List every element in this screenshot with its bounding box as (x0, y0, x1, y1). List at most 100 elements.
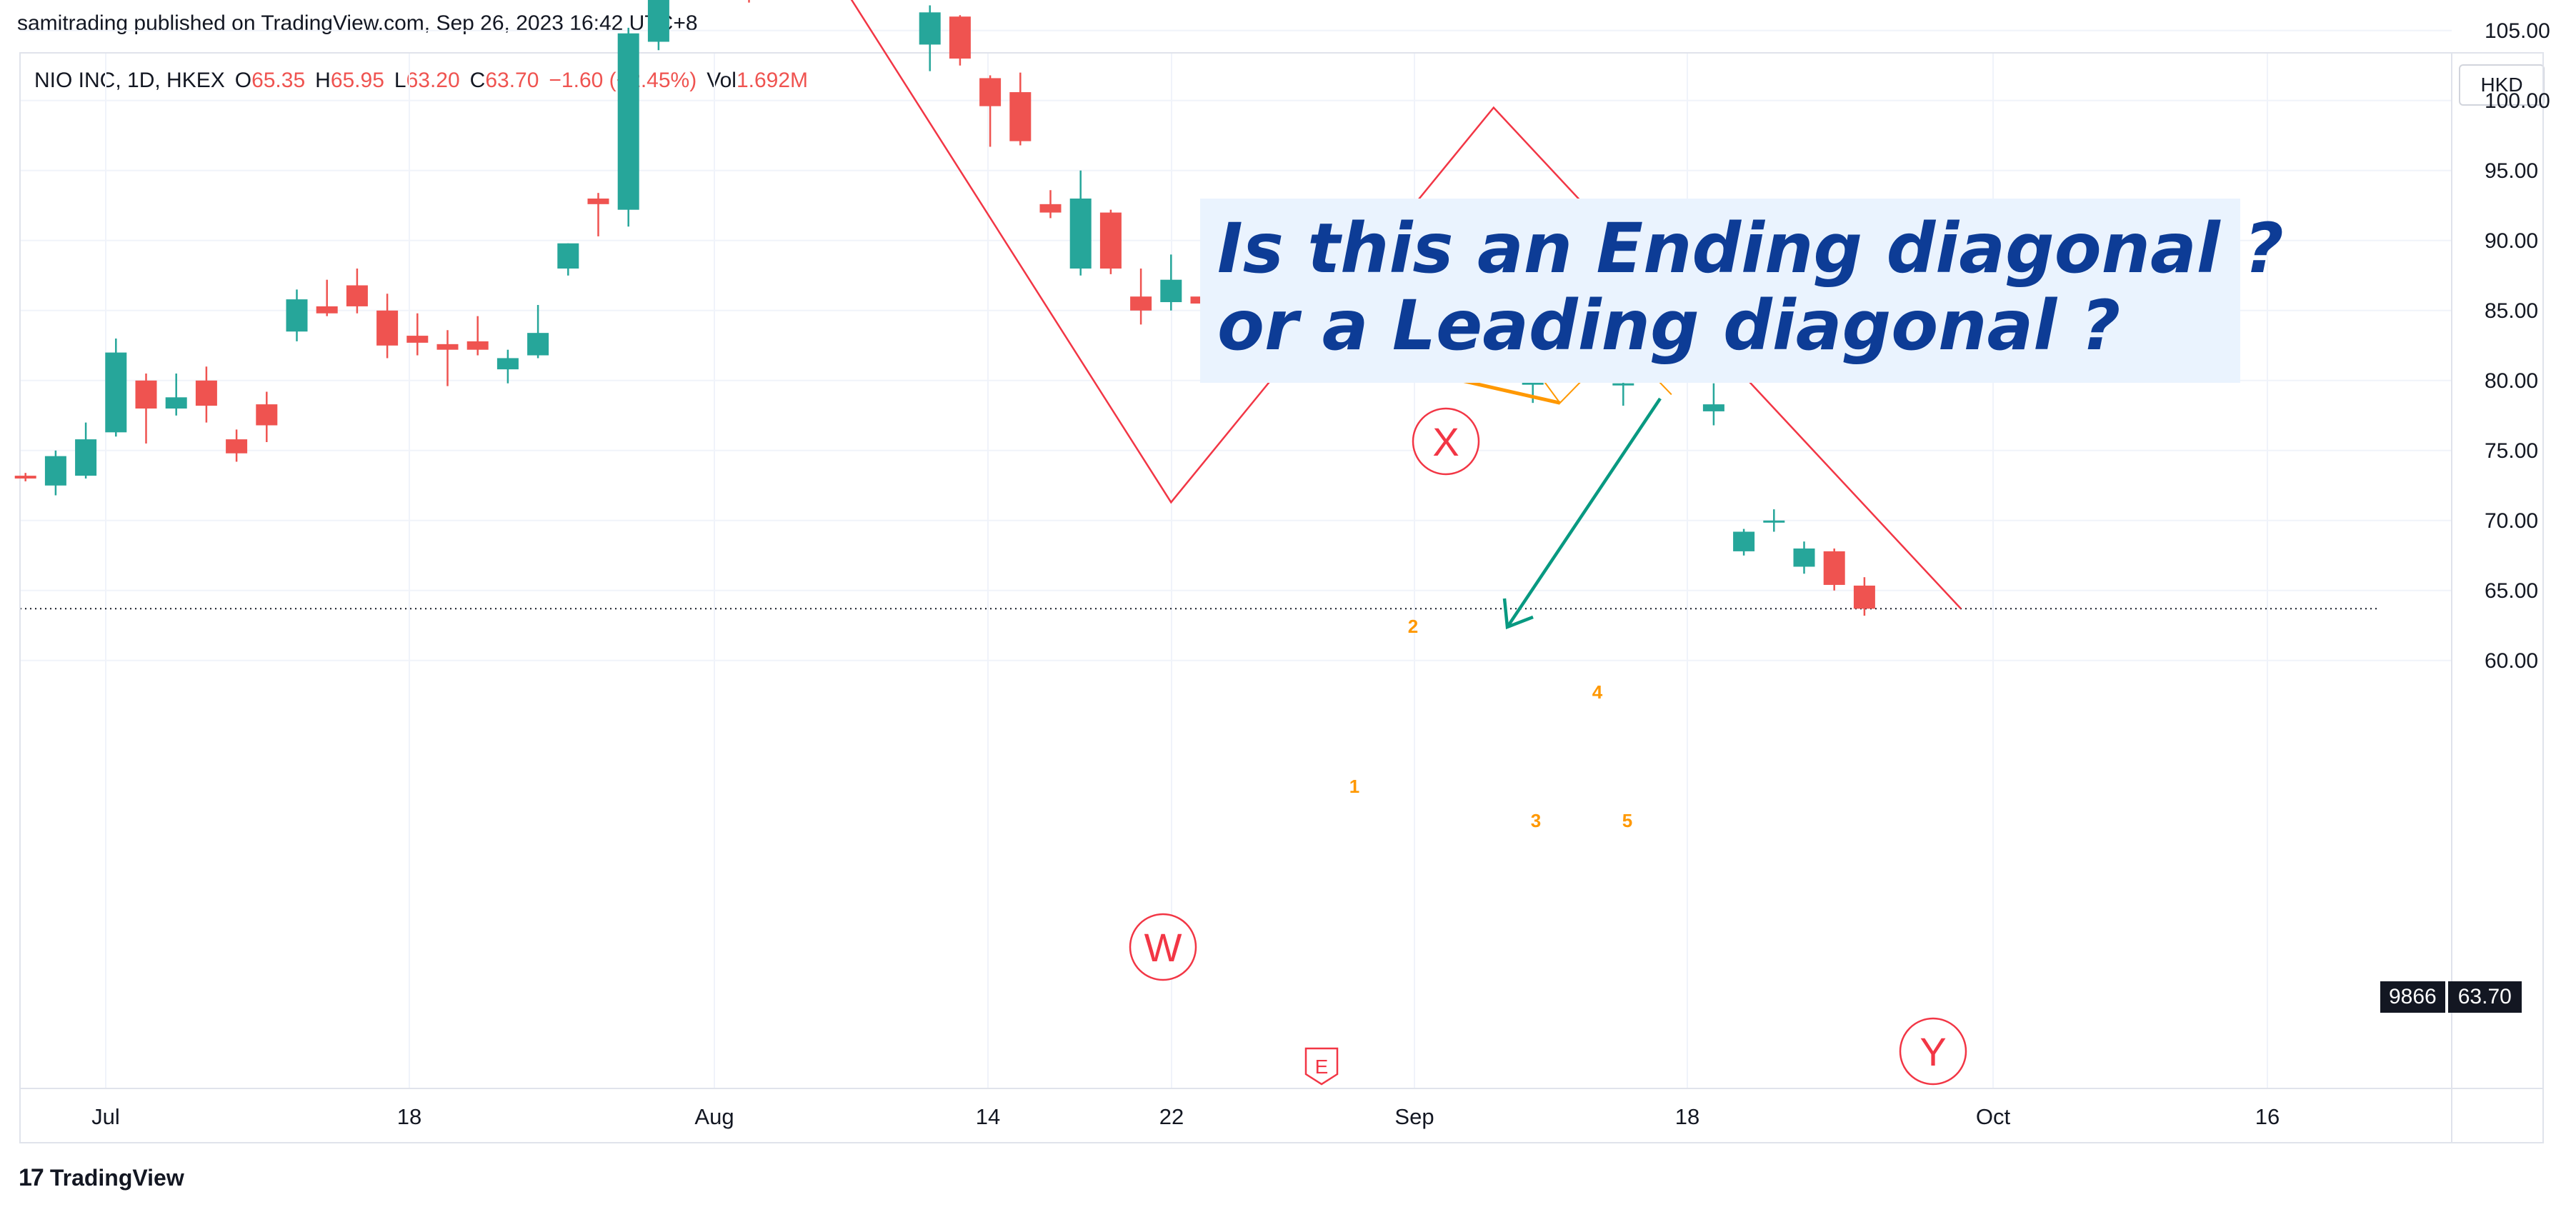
x-tick-label: 18 (1675, 1104, 1699, 1129)
y-axis: 60.00 65.00 70.00 75.00 80.00 85.00 90.00 95.00… (2485, 19, 2550, 673)
candle-body (195, 380, 217, 406)
candle-body (376, 310, 399, 346)
sub-wave-label: 5 (1622, 810, 1632, 831)
candle-body (919, 12, 941, 45)
y-tick-label: 75.00 (2485, 439, 2538, 463)
sub-wave-label: 3 (1531, 810, 1541, 831)
candle-body (14, 476, 36, 479)
tradingview-brand-name: TradingView (49, 1164, 184, 1191)
annotation-line-1: Is this an Ending diagonal ? (1217, 209, 2284, 289)
candle-body (1160, 279, 1182, 303)
currency-button[interactable]: HKD (2459, 64, 2545, 106)
legend-open-value: 65.35 (251, 69, 306, 92)
candle-body (436, 344, 459, 350)
y-tick-label: 85.00 (2485, 299, 2538, 323)
arrow-head-icon (1502, 598, 1534, 630)
y-tick-label: 95.00 (2485, 159, 2538, 183)
sub-wave-label: 2 (1408, 616, 1418, 637)
candle-body (1793, 549, 1815, 567)
y-tick-label: 80.00 (2485, 369, 2538, 393)
candle-body (1733, 531, 1755, 551)
chart-grid (20, 29, 2452, 1088)
chart-frame (19, 52, 2544, 1143)
wave-label-w-circle (1129, 913, 1197, 981)
candle-body (226, 439, 248, 454)
candle-body (346, 285, 368, 306)
candle-body (557, 243, 579, 269)
candle-body (466, 341, 489, 350)
x-axis: Jul 18 Aug 14 22 Sep 18 Oct 16 (91, 1104, 2280, 1129)
candle-body (1702, 404, 1724, 411)
wave-label-y: Y (1919, 1029, 1946, 1074)
wave-label-y-circle (1899, 1017, 1967, 1086)
x-tick-label: 22 (1159, 1104, 1184, 1129)
x-tick-label: Oct (1976, 1104, 2011, 1129)
candle-body (135, 380, 157, 409)
candle-body (256, 404, 278, 426)
y-tick-label: 90.00 (2485, 229, 2538, 253)
y-tick-label: 60.00 (2485, 649, 2538, 673)
x-tick-label: 16 (2255, 1104, 2280, 1129)
candle-body (316, 306, 338, 314)
candle-body (286, 299, 308, 332)
candle-body (105, 352, 127, 433)
candle-body (496, 358, 519, 370)
wave-label-x: X (1432, 419, 1459, 464)
candle-body (1039, 204, 1062, 213)
candle-body (1009, 92, 1032, 141)
y-tick-label: 70.00 (2485, 509, 2538, 533)
candle-body (44, 456, 66, 486)
last-price-label: 63.70 (2447, 981, 2522, 1013)
candle-body (1763, 520, 1785, 523)
candle-body (1823, 551, 1845, 585)
candle-body (1069, 199, 1092, 269)
candle-body (165, 397, 187, 409)
annotation-arrow (1506, 397, 1662, 628)
last-price-badge: 9866 63.70 (2380, 981, 2522, 1013)
legend-close-value: 63.70 (485, 69, 539, 92)
candle-body (949, 16, 971, 59)
chart-border (19, 52, 2544, 1143)
candle-body (979, 78, 1002, 106)
x-tick-label: Sep (1394, 1104, 1434, 1129)
candle-body (1612, 383, 1634, 386)
tradingview-logo[interactable]: 17 TradingView (19, 1160, 184, 1196)
legend-symbol[interactable]: NIO INC, 1D, HKEX (34, 69, 225, 92)
legend-high-label: H (315, 69, 331, 92)
wave-label-w: W (1144, 925, 1182, 970)
annotation-box[interactable]: Is this an Ending diagonal ? or a Leadin… (1200, 199, 2284, 383)
wave-overlays: 1 2 3 4 5 W X Y E (850, 0, 1967, 1086)
earnings-marker: E (1304, 1047, 1339, 1086)
y-tick-label: 100.00 (2485, 89, 2550, 113)
sub-wave-label: 4 (1592, 681, 1603, 703)
wave-label-x-circle (1412, 407, 1480, 476)
tradingview-mark-icon: 17 (19, 1163, 44, 1191)
legend-low-value: 63.20 (406, 69, 460, 92)
candle-body (647, 0, 669, 42)
candle-body (1853, 585, 1875, 609)
legend-volume-label: Vol (707, 69, 737, 92)
legend-volume-value: 1.692M (736, 69, 809, 92)
earnings-label: E (1315, 1056, 1329, 1078)
x-tick-label: 18 (397, 1104, 421, 1129)
candle-body (1130, 296, 1152, 311)
x-tick-label: Jul (91, 1104, 120, 1129)
x-tick-label: 14 (976, 1104, 1000, 1129)
y-tick-label: 65.00 (2485, 579, 2538, 603)
candle-body (406, 336, 429, 343)
candle-body (527, 333, 549, 356)
y-tick-label: 105.00 (2485, 19, 2550, 43)
candle-body (617, 33, 639, 210)
candle-body (587, 199, 609, 204)
sub-wave-label: 1 (1349, 776, 1359, 797)
x-tick-label: Aug (694, 1104, 734, 1129)
legend-close-label: C (469, 69, 486, 92)
earnings-icon (1304, 1047, 1339, 1086)
legend-low-label: L (394, 69, 406, 92)
last-volume-label: 9866 (2380, 981, 2445, 1013)
legend-high-value: 65.95 (330, 69, 384, 92)
legend-open-label: O (234, 69, 252, 92)
candle-body (1099, 212, 1122, 269)
annotation-line-2: or a Leading diagonal ? (1217, 286, 2121, 366)
